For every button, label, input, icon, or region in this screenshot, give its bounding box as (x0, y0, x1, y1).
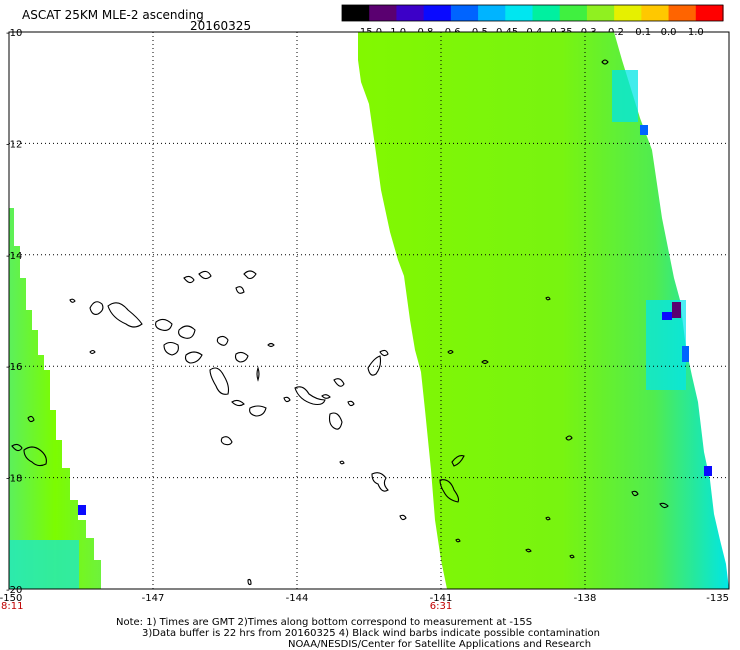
island (216, 335, 229, 346)
island (367, 355, 382, 376)
island (565, 435, 573, 441)
island-outlines (11, 59, 669, 586)
island (267, 342, 275, 348)
island (184, 351, 203, 364)
island (69, 298, 76, 303)
colorbar-swatch (559, 5, 588, 21)
island (89, 301, 104, 315)
footer-note-line2: 3)Data buffer is 22 hrs from 20160325 4)… (142, 628, 600, 639)
y-tick-label: -10 (6, 28, 22, 39)
chart-date: 20160325 (190, 19, 251, 33)
island (294, 386, 326, 406)
y-tick-labels: -10 -12 -14 -16 -18 -20 (6, 28, 22, 596)
east-purple-spot (672, 302, 681, 318)
footer-credit: NOAA/NESDIS/Center for Satellite Applica… (288, 639, 591, 650)
east-cyan-patch-upper (612, 70, 638, 122)
island (209, 367, 230, 395)
island (198, 270, 212, 280)
island (339, 460, 345, 465)
y-tick-label: -12 (6, 139, 22, 150)
colorbar-swatch (450, 5, 479, 21)
colorbar-swatch (614, 5, 642, 21)
y-tick-label: -20 (6, 585, 22, 596)
island (601, 59, 609, 65)
island (379, 349, 389, 357)
island (107, 302, 143, 328)
island (256, 366, 260, 382)
island (11, 443, 23, 452)
x-tick-label: -138 (574, 593, 597, 604)
east-blue-spot-c (704, 466, 712, 476)
island (247, 578, 252, 586)
time-labels: 8:11 6:31 (1, 601, 452, 612)
y-tick-label: -14 (6, 251, 22, 262)
island (243, 270, 257, 280)
western-swath (9, 208, 101, 589)
island (231, 399, 245, 407)
east-blue-spot-d (640, 125, 648, 135)
island (163, 341, 179, 356)
western-swath-cyan-area (9, 540, 79, 589)
colorbar-swatch (668, 5, 697, 21)
east-blue-spot-a (662, 312, 672, 320)
chart-title: ASCAT 25KM MLE-2 ascending (22, 8, 204, 22)
island (455, 538, 461, 543)
colorbar-swatch (423, 5, 452, 21)
island (321, 394, 331, 399)
colorbar-swatch (641, 5, 670, 21)
island (27, 415, 35, 423)
island (347, 400, 355, 407)
island (178, 325, 196, 339)
footer-note-line1: Note: 1) Times are GMT 2)Times along bot… (116, 617, 532, 628)
island (545, 296, 551, 301)
colorbar-frame (341, 4, 724, 22)
island (249, 405, 267, 417)
island (155, 318, 173, 331)
x-tick-label: -135 (706, 593, 729, 604)
island (283, 396, 291, 403)
island (399, 514, 407, 521)
colorbar-swatch (586, 5, 615, 21)
time-label: 6:31 (430, 601, 452, 612)
colorbar-swatch (396, 5, 425, 21)
x-tick-labels: -150 -147 -144 -141 -138 -135 (0, 593, 729, 604)
island (235, 286, 245, 294)
island (234, 351, 249, 363)
x-tick-label: -150 (0, 593, 22, 604)
colorbar-swatch (505, 5, 534, 21)
island (545, 516, 551, 521)
colorbar-swatch (532, 5, 561, 21)
island (89, 349, 96, 355)
data-swaths (9, 32, 729, 589)
eastern-swath (358, 32, 729, 589)
colorbar-swatch (342, 5, 370, 21)
colorbar-swatch (369, 5, 398, 21)
x-tick-label: -144 (286, 593, 309, 604)
island (220, 436, 233, 446)
island (659, 502, 669, 509)
island (439, 479, 460, 503)
time-label: 8:11 (1, 601, 23, 612)
island (451, 455, 465, 467)
east-blue-spot-b (682, 346, 689, 362)
colorbar-swatch (695, 5, 724, 21)
y-tick-label: -16 (6, 362, 22, 373)
colorbar-swatch (478, 5, 506, 21)
plot-frame (8, 31, 730, 590)
western-swath-blue-spot (78, 505, 86, 515)
x-tick-label: -147 (142, 593, 165, 604)
y-tick-label: -18 (6, 474, 22, 485)
island (183, 275, 195, 284)
island (525, 548, 532, 553)
island (481, 359, 489, 365)
island (328, 412, 343, 430)
island (569, 554, 575, 559)
x-tick-label: -141 (430, 593, 453, 604)
island (371, 472, 389, 492)
island (631, 490, 639, 497)
island (23, 446, 47, 467)
island (333, 378, 345, 387)
island (447, 349, 454, 355)
